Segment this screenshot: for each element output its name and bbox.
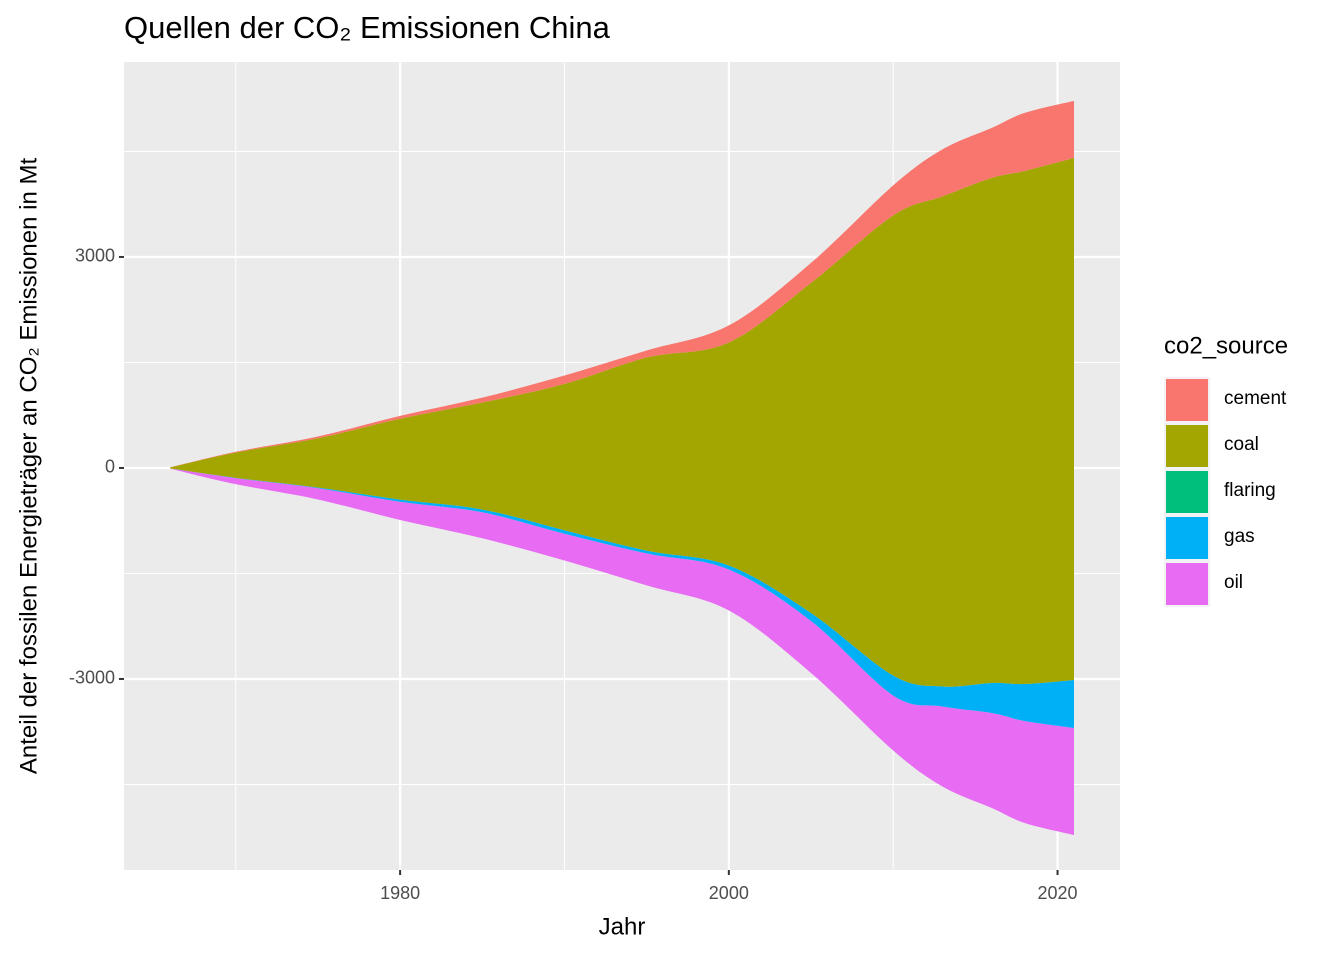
legend-swatch: [1166, 563, 1208, 605]
stream-area: [170, 100, 1074, 468]
y-tick-label: 0: [105, 457, 115, 477]
legend-label: gas: [1224, 526, 1255, 547]
legend-label: coal: [1224, 434, 1259, 455]
legend-swatch: [1166, 379, 1208, 421]
y-tick-label: 3000: [75, 246, 115, 266]
areas: [170, 100, 1074, 836]
stream-area: [170, 468, 1074, 729]
legend-label: cement: [1224, 388, 1287, 409]
x-tick-label: 1980: [380, 883, 420, 903]
stream-area: [170, 468, 1074, 836]
legend-swatch: [1166, 517, 1208, 559]
x-axis-title: Jahr: [599, 913, 646, 940]
stream-area: [170, 157, 1074, 687]
legend-swatch: [1166, 471, 1208, 513]
y-tick-label: -3000: [69, 668, 115, 688]
legend-label: flaring: [1224, 480, 1276, 501]
legend: cement coal flaring gas oil: [1164, 377, 1287, 607]
legend-title: co2_source: [1164, 332, 1288, 359]
axes: -3000 0 3000 1980 2000 2020: [69, 246, 1078, 903]
chart-title: Quellen der CO₂ Emissionen China: [124, 10, 611, 45]
y-axis-title: Anteil der fossilen Energieträger an CO₂…: [15, 158, 42, 775]
x-tick-label: 2000: [709, 883, 749, 903]
legend-swatch: [1166, 425, 1208, 467]
x-tick-label: 2020: [1038, 883, 1078, 903]
legend-label: oil: [1224, 572, 1243, 593]
